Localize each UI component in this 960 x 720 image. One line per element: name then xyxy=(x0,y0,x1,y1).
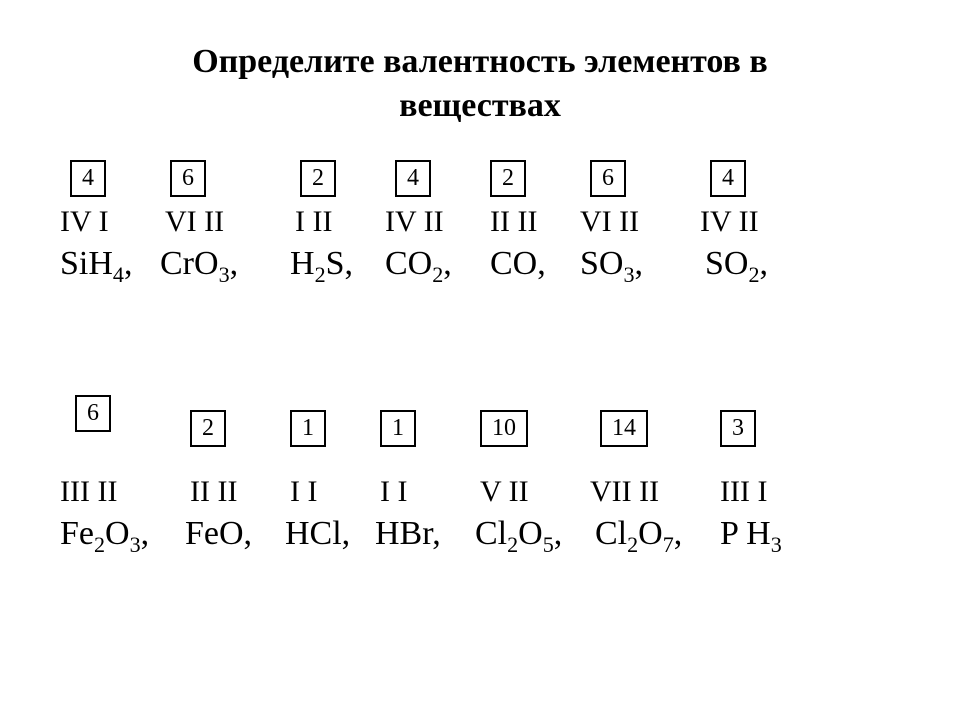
title-line1: Определите валентность элементов в xyxy=(192,43,768,80)
roman-valence: I I xyxy=(290,475,317,509)
valence-box: 6 xyxy=(170,160,206,197)
title-line2: веществах xyxy=(399,87,561,124)
chemical-formula: P H3 xyxy=(720,515,782,558)
chemical-formula: CO, xyxy=(490,245,546,283)
roman-valence: III I xyxy=(720,475,767,509)
valence-box: 4 xyxy=(710,160,746,197)
valence-box: 1 xyxy=(290,410,326,447)
valence-box: 3 xyxy=(720,410,756,447)
roman-valence: VI II xyxy=(165,205,224,239)
valence-box: 6 xyxy=(75,395,111,432)
chemical-formula: Cl2O5, xyxy=(475,515,562,558)
chemical-formula: FeO, xyxy=(185,515,252,553)
roman-valence: II II xyxy=(490,205,537,239)
roman-valence: I I xyxy=(380,475,407,509)
roman-valence: IV II xyxy=(700,205,759,239)
valence-box: 4 xyxy=(70,160,106,197)
roman-valence: IV II xyxy=(385,205,444,239)
roman-valence: VI II xyxy=(580,205,639,239)
chemical-formula: CrO3, xyxy=(160,245,238,288)
chemical-formula: HCl, xyxy=(285,515,350,553)
chemical-formula: SiH4, xyxy=(60,245,132,288)
valence-box: 2 xyxy=(300,160,336,197)
roman-valence: II II xyxy=(190,475,237,509)
chemical-formula: H2S, xyxy=(290,245,353,288)
valence-box: 1 xyxy=(380,410,416,447)
chemical-formula: Cl2O7, xyxy=(595,515,682,558)
chemical-formula: Fe2O3, xyxy=(60,515,149,558)
roman-valence: III II xyxy=(60,475,117,509)
roman-valence: IV I xyxy=(60,205,109,239)
roman-valence: I II xyxy=(295,205,332,239)
roman-valence: V II xyxy=(480,475,529,509)
chemical-formula: SO3, xyxy=(580,245,643,288)
roman-valence: VII II xyxy=(590,475,659,509)
chemical-formula: HBr, xyxy=(375,515,441,553)
valence-box: 14 xyxy=(600,410,648,447)
page-title: Определите валентность элементов в вещес… xyxy=(0,40,960,128)
chemical-formula: SO2, xyxy=(705,245,768,288)
valence-box: 10 xyxy=(480,410,528,447)
chemical-formula: CO2, xyxy=(385,245,452,288)
valence-box: 6 xyxy=(590,160,626,197)
valence-box: 2 xyxy=(490,160,526,197)
valence-box: 4 xyxy=(395,160,431,197)
valence-box: 2 xyxy=(190,410,226,447)
